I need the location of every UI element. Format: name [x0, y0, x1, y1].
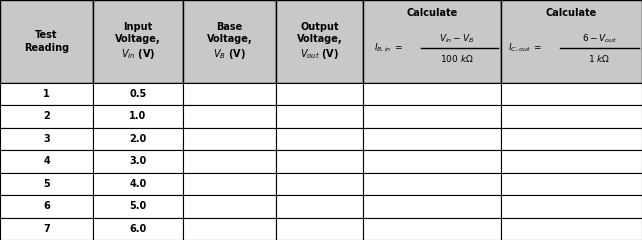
Bar	[183, 195, 276, 217]
Text: 5: 5	[43, 179, 50, 189]
Text: $I_{B,in}\ =$: $I_{B,in}\ =$	[374, 42, 403, 54]
Bar	[93, 128, 183, 150]
Text: 0.5: 0.5	[130, 89, 146, 99]
Bar	[501, 173, 642, 195]
Bar	[363, 150, 501, 173]
Bar	[501, 150, 642, 173]
Text: $V_{in} - V_B$: $V_{in} - V_B$	[439, 33, 474, 45]
Text: 6: 6	[43, 201, 50, 211]
Text: Output
Voltage,
$V_{out}$ (V): Output Voltage, $V_{out}$ (V)	[297, 22, 342, 61]
Bar	[0, 173, 93, 195]
Text: 2.0: 2.0	[130, 134, 146, 144]
Bar	[93, 0, 183, 83]
Text: Test
Reading: Test Reading	[24, 30, 69, 53]
Bar	[93, 105, 183, 128]
Bar	[0, 105, 93, 128]
Bar	[276, 128, 363, 150]
Bar	[363, 173, 501, 195]
Bar	[363, 83, 501, 105]
Bar	[363, 128, 501, 150]
Bar	[0, 128, 93, 150]
Text: Input
Voltage,
$V_{in}$ (V): Input Voltage, $V_{in}$ (V)	[115, 22, 161, 61]
Text: $I_{C,out}\ =$: $I_{C,out}\ =$	[508, 42, 542, 54]
Bar	[183, 217, 276, 240]
Bar	[501, 195, 642, 217]
Bar	[501, 0, 642, 83]
Text: 7: 7	[43, 224, 50, 234]
Text: 2: 2	[43, 112, 50, 121]
Bar	[93, 217, 183, 240]
Bar	[276, 150, 363, 173]
Bar	[0, 0, 93, 83]
Bar	[276, 217, 363, 240]
Bar	[276, 195, 363, 217]
Bar	[363, 0, 501, 83]
Text: 3.0: 3.0	[130, 156, 146, 166]
Bar	[0, 217, 93, 240]
Bar	[363, 195, 501, 217]
Bar	[276, 105, 363, 128]
Bar	[276, 0, 363, 83]
Bar	[0, 150, 93, 173]
Bar	[93, 173, 183, 195]
Text: Base
Voltage,
$V_B$ (V): Base Voltage, $V_B$ (V)	[207, 22, 252, 61]
Text: Calculate: Calculate	[546, 8, 597, 18]
Bar	[93, 83, 183, 105]
Text: $1\ k\Omega$: $1\ k\Omega$	[589, 53, 611, 64]
Text: 1: 1	[43, 89, 50, 99]
Bar	[363, 105, 501, 128]
Text: 1.0: 1.0	[130, 112, 146, 121]
Bar	[276, 173, 363, 195]
Bar	[501, 83, 642, 105]
Text: 5.0: 5.0	[130, 201, 146, 211]
Text: Calculate: Calculate	[406, 8, 457, 18]
Bar	[183, 83, 276, 105]
Text: $6 - V_{out}$: $6 - V_{out}$	[582, 33, 618, 45]
Bar	[501, 128, 642, 150]
Text: 4.0: 4.0	[130, 179, 146, 189]
Bar	[93, 195, 183, 217]
Bar	[0, 195, 93, 217]
Bar	[0, 83, 93, 105]
Bar	[363, 217, 501, 240]
Bar	[183, 0, 276, 83]
Text: 6.0: 6.0	[130, 224, 146, 234]
Bar	[183, 128, 276, 150]
Text: 3: 3	[43, 134, 50, 144]
Bar	[183, 150, 276, 173]
Bar	[183, 105, 276, 128]
Bar	[183, 173, 276, 195]
Text: 4: 4	[43, 156, 50, 166]
Bar	[501, 105, 642, 128]
Bar	[93, 150, 183, 173]
Bar	[276, 83, 363, 105]
Bar	[501, 217, 642, 240]
Text: $100\ k\Omega$: $100\ k\Omega$	[440, 53, 473, 64]
